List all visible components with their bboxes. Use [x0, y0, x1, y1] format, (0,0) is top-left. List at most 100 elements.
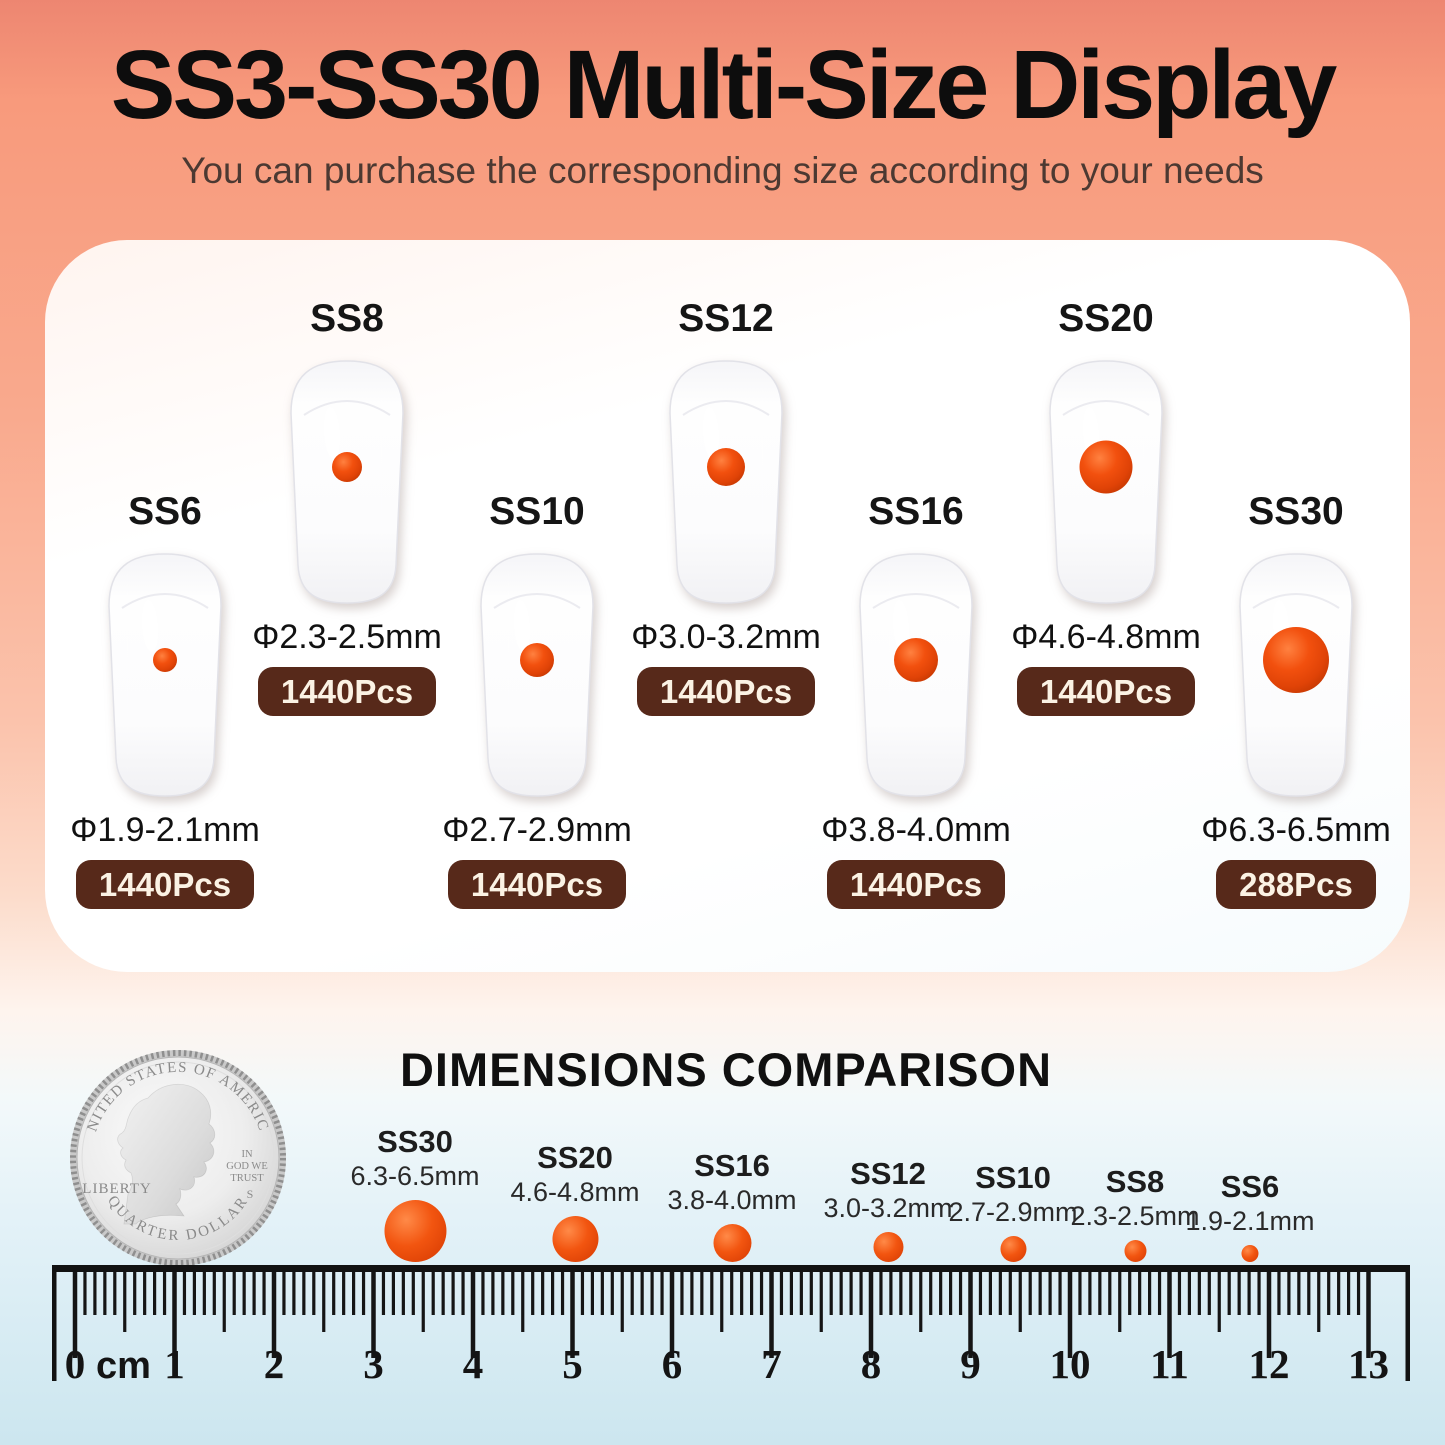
ruler-number: 5 — [562, 1341, 583, 1387]
size-column-ss30: SS30 Φ6.3-6.5mm 288Pcs — [1201, 486, 1391, 909]
nail-smile-line — [1062, 400, 1150, 416]
rhinestone-icon — [1263, 627, 1329, 693]
nail-gloss-highlight — [702, 407, 720, 459]
rhinestone-icon — [707, 448, 745, 486]
rhinestone-dot-icon — [1241, 1245, 1259, 1262]
dot-size-label: SS20 — [537, 1140, 613, 1175]
dot-range-label: 2.3-2.5mm — [1070, 1201, 1200, 1231]
nail-tip-image — [859, 553, 973, 797]
nail-smile-line — [303, 400, 391, 416]
nail-tip-image — [669, 360, 783, 604]
quantity-badge: 1440Pcs — [1016, 667, 1196, 716]
rhinestone-icon — [1079, 440, 1133, 494]
rhinestone-dot-icon — [383, 1200, 446, 1262]
size-label: SS20 — [1058, 297, 1154, 340]
diameter-label: Φ4.6-4.8mm — [1011, 618, 1201, 656]
rhinestone-dot-icon — [551, 1216, 598, 1262]
comparison-dot-group: SS16 3.8-4.0mm — [667, 1148, 797, 1262]
header: SS3-SS30 Multi-Size Display You can purc… — [0, 34, 1445, 192]
quantity-badge: 1440Pcs — [75, 860, 255, 909]
size-label: SS6 — [128, 490, 202, 533]
comparison-dot-group: SS20 4.6-4.8mm — [510, 1140, 640, 1262]
rhinestone-dot-icon — [872, 1232, 903, 1262]
ruler-number: 6 — [662, 1341, 683, 1387]
ruler-number: 13 — [1348, 1341, 1389, 1387]
quantity-badge: 1440Pcs — [826, 860, 1006, 909]
size-column-ss12: SS12 Φ3.0-3.2mm 1440Pcs — [631, 293, 821, 716]
coin-motto-line1: IN — [241, 1149, 252, 1160]
ruler-number: 4 — [463, 1341, 484, 1387]
dot-size-label: SS8 — [1105, 1164, 1165, 1199]
ruler-unit-label: cm — [96, 1345, 151, 1387]
ruler-number: 9 — [960, 1341, 981, 1387]
size-column-ss6: SS6 Φ1.9-2.1mm 1440Pcs — [70, 486, 260, 909]
diameter-label: Φ3.0-3.2mm — [631, 618, 821, 656]
diameter-label: Φ2.7-2.9mm — [442, 811, 632, 849]
diameter-label: Φ3.8-4.0mm — [821, 811, 1011, 849]
coin-liberty-text: LIBERTY — [82, 1181, 151, 1197]
coin-reeded-edge — [70, 1050, 286, 1266]
size-label: SS12 — [678, 297, 774, 340]
nail-tip-image — [108, 553, 222, 797]
ruler-number: 0 — [65, 1341, 86, 1387]
coin-motto-line2: GOD WE — [226, 1161, 268, 1172]
washington-profile — [117, 1084, 216, 1225]
rhinestone-dot-icon — [1123, 1240, 1146, 1262]
quantity-badge: 1440Pcs — [636, 667, 816, 716]
nail-tip-image — [1049, 360, 1163, 604]
size-label: SS10 — [489, 490, 585, 533]
ruler-number: 7 — [761, 1341, 782, 1387]
size-column-ss20: SS20 Φ4.6-4.8mm 1440Pcs — [1011, 293, 1201, 716]
size-label: SS30 — [1248, 490, 1344, 533]
dot-range-label: 2.7-2.9mm — [948, 1197, 1078, 1227]
quarter-coin-icon: UNITED STATES OF AMERICA QUARTER DOLLAR … — [66, 1046, 286, 1266]
nail-gloss-highlight — [141, 600, 159, 652]
ruler-number: 1 — [164, 1341, 185, 1387]
size-label: SS8 — [310, 297, 384, 340]
coin-mint-mark: S — [247, 1187, 254, 1201]
ruler-number: 12 — [1249, 1341, 1290, 1387]
nail-tip-image — [290, 360, 404, 604]
rhinestone-icon — [153, 648, 177, 672]
ruler-number: 10 — [1050, 1341, 1091, 1387]
ruler: 0 cm 1 2 3 4 5 6 7 8 9 10 11 12 13 — [52, 1265, 1410, 1387]
nail-gloss-highlight — [323, 407, 341, 459]
nail-gloss-highlight — [513, 600, 531, 652]
dot-range-label: 6.3-6.5mm — [350, 1161, 480, 1191]
page-subtitle: You can purchase the corresponding size … — [181, 149, 1264, 191]
rhinestone-icon — [332, 452, 362, 482]
coin-motto-line3: TRUST — [230, 1173, 264, 1184]
nail-smile-line — [872, 593, 960, 609]
dot-size-label: SS16 — [694, 1148, 770, 1183]
comparison-dot-group: SS8 2.3-2.5mm — [1070, 1164, 1200, 1262]
nail-smile-line — [493, 593, 581, 609]
ruler-number: 11 — [1150, 1341, 1189, 1387]
dot-size-label: SS6 — [1220, 1169, 1280, 1204]
nail-smile-line — [121, 593, 209, 609]
comparison-dot-group: SS30 6.3-6.5mm — [350, 1124, 480, 1262]
dot-size-label: SS10 — [975, 1160, 1051, 1195]
dot-range-label: 3.8-4.0mm — [667, 1185, 797, 1215]
diameter-label: Φ2.3-2.5mm — [252, 618, 442, 656]
size-column-ss16: SS16 Φ3.8-4.0mm 1440Pcs — [821, 486, 1011, 909]
comparison-dot-group: SS6 1.9-2.1mm — [1185, 1169, 1315, 1262]
rhinestone-dot-icon — [999, 1236, 1026, 1262]
quantity-badge: 288Pcs — [1216, 860, 1376, 909]
rhinestone-dot-icon — [712, 1224, 751, 1262]
ruler-number: 2 — [264, 1341, 285, 1387]
dot-size-label: SS30 — [377, 1124, 453, 1159]
dot-range-label: 4.6-4.8mm — [510, 1177, 640, 1207]
nail-tip-image — [480, 553, 594, 797]
diameter-label: Φ1.9-2.1mm — [70, 811, 260, 849]
comparison-dot-group: SS10 2.7-2.9mm — [948, 1160, 1078, 1262]
quantity-badge: 1440Pcs — [257, 667, 437, 716]
diameter-label: Φ6.3-6.5mm — [1201, 811, 1391, 849]
comparison-heading: DIMENSIONS COMPARISON — [399, 1043, 1053, 1096]
rhinestone-icon — [520, 643, 554, 677]
ruler-number: 3 — [363, 1341, 384, 1387]
nail-smile-line — [1252, 593, 1340, 609]
size-column-ss8: SS8 Φ2.3-2.5mm 1440Pcs — [252, 293, 442, 716]
size-label: SS16 — [868, 490, 964, 533]
nail-tip-image — [1239, 553, 1353, 797]
